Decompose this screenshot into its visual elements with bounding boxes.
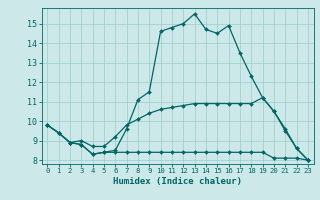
X-axis label: Humidex (Indice chaleur): Humidex (Indice chaleur): [113, 177, 242, 186]
